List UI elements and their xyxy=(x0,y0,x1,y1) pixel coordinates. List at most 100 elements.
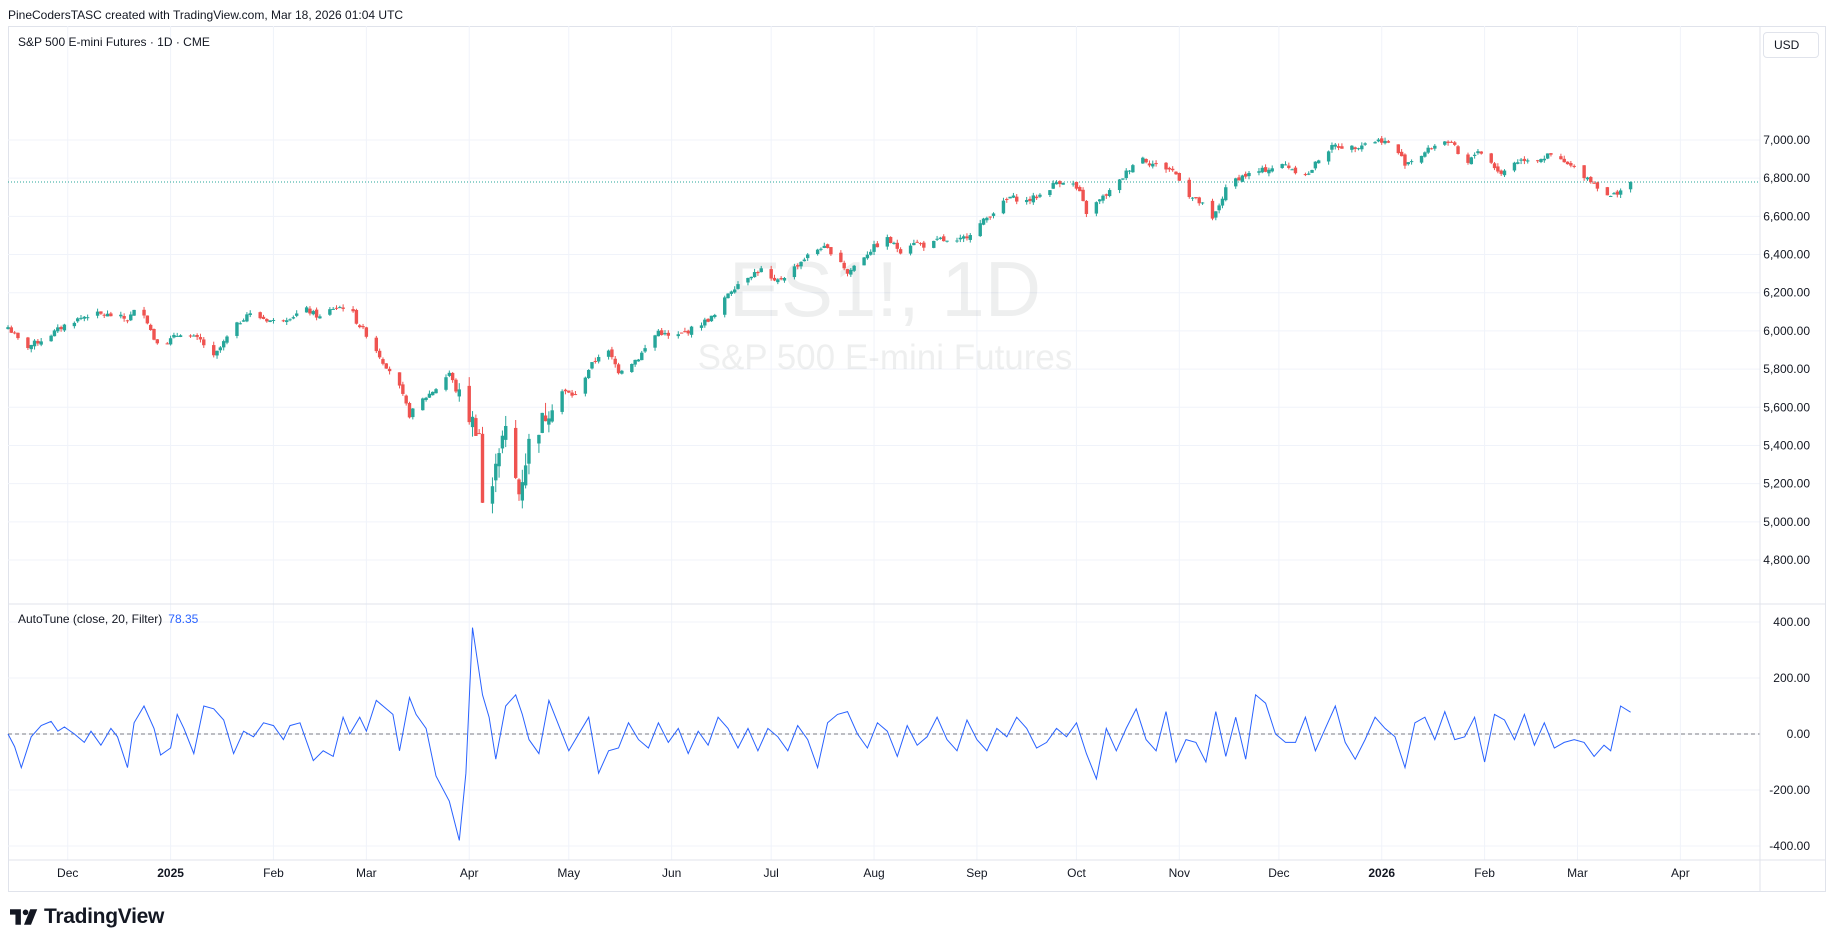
time-tick-label: Nov xyxy=(1169,866,1190,880)
candle xyxy=(248,310,252,318)
candle xyxy=(12,331,17,335)
time-tick-label: Jul xyxy=(764,866,779,880)
main-series-legend[interactable]: S&P 500 E-mini Futures · 1D · CME xyxy=(18,35,210,49)
candle xyxy=(1303,172,1308,177)
candle xyxy=(1170,166,1175,172)
candle xyxy=(918,242,923,246)
candle xyxy=(1217,203,1221,214)
footer-brand[interactable]: TradingView xyxy=(10,905,164,929)
candle xyxy=(1210,198,1215,221)
candle xyxy=(1247,170,1251,180)
candle xyxy=(570,389,574,398)
candle xyxy=(1336,143,1341,151)
candle xyxy=(1081,187,1085,202)
candle xyxy=(596,354,601,364)
candle xyxy=(421,397,425,411)
candle xyxy=(1290,168,1294,171)
candle xyxy=(1456,145,1460,155)
candle xyxy=(218,346,223,353)
candle xyxy=(9,325,14,334)
candle xyxy=(679,332,684,334)
candle xyxy=(490,477,495,514)
candle xyxy=(338,305,342,309)
candle xyxy=(1084,200,1089,218)
candle xyxy=(620,369,624,375)
candle xyxy=(1519,158,1523,165)
candle xyxy=(862,256,866,266)
candle xyxy=(1383,137,1387,145)
candle xyxy=(746,277,750,286)
candle xyxy=(653,334,657,351)
candle xyxy=(1446,140,1450,146)
price-tick-label: 7,000.00 xyxy=(1763,133,1810,147)
candle xyxy=(633,359,637,367)
chart-canvas[interactable]: ES1!, 1D S&P 500 E-mini Futures 4,800.00… xyxy=(0,0,1835,900)
indicator-legend[interactable]: AutoTune (close, 20, Filter) 78.35 xyxy=(18,612,198,626)
watermark-description: S&P 500 E-mini Futures xyxy=(698,338,1073,377)
time-tick-label: 2026 xyxy=(1368,866,1395,880)
candle xyxy=(1592,181,1596,184)
candle xyxy=(1061,182,1065,185)
candle xyxy=(294,310,299,318)
candle xyxy=(358,324,362,329)
candle xyxy=(1107,188,1112,198)
chart-frame xyxy=(8,26,1826,892)
candle xyxy=(351,306,355,313)
candle xyxy=(1535,159,1540,164)
candle xyxy=(82,315,87,322)
candle xyxy=(802,257,807,262)
candle xyxy=(915,239,919,243)
price-tick-label: 6,200.00 xyxy=(1763,286,1810,300)
candle xyxy=(474,414,478,436)
candle xyxy=(1423,151,1427,158)
candle xyxy=(1340,143,1344,149)
candle xyxy=(1628,181,1633,193)
candle xyxy=(142,306,146,319)
candle xyxy=(129,311,133,322)
candle xyxy=(1214,211,1218,221)
candle xyxy=(1260,165,1264,174)
candle xyxy=(374,335,379,354)
candle xyxy=(935,235,939,241)
candle xyxy=(1124,168,1128,181)
candle xyxy=(782,276,787,283)
candle xyxy=(72,321,77,329)
candle xyxy=(384,363,388,369)
candle xyxy=(513,419,518,480)
candle xyxy=(1499,169,1503,176)
candle xyxy=(26,336,30,350)
candlestick-series xyxy=(6,136,1633,514)
candle xyxy=(958,234,963,243)
candle xyxy=(1426,145,1430,155)
candle xyxy=(1453,140,1457,147)
candle xyxy=(1618,188,1623,198)
candle xyxy=(961,234,966,243)
candle xyxy=(540,412,544,434)
candle xyxy=(195,333,199,341)
candle xyxy=(304,305,309,313)
candle xyxy=(1403,153,1407,169)
candle xyxy=(613,356,617,368)
candle xyxy=(1094,201,1099,217)
tradingview-logo-icon xyxy=(10,909,38,925)
price-tick-label: 5,200.00 xyxy=(1763,477,1810,491)
time-tick-label: Sep xyxy=(966,866,988,880)
candle xyxy=(978,219,982,237)
currency-button[interactable]: USD xyxy=(1763,32,1819,58)
candle xyxy=(258,311,262,320)
candle xyxy=(1263,164,1268,173)
brand-name: TradingView xyxy=(44,905,165,928)
candle xyxy=(1200,202,1205,205)
candle xyxy=(285,317,289,325)
candle xyxy=(504,415,508,448)
candle xyxy=(796,263,800,270)
candle xyxy=(1612,192,1616,195)
candle xyxy=(145,315,150,325)
candle xyxy=(829,246,833,256)
candle xyxy=(1353,146,1357,153)
candle xyxy=(16,332,20,340)
candle xyxy=(494,453,498,493)
candle xyxy=(1121,178,1125,181)
candle xyxy=(520,469,525,509)
candle xyxy=(776,278,780,285)
